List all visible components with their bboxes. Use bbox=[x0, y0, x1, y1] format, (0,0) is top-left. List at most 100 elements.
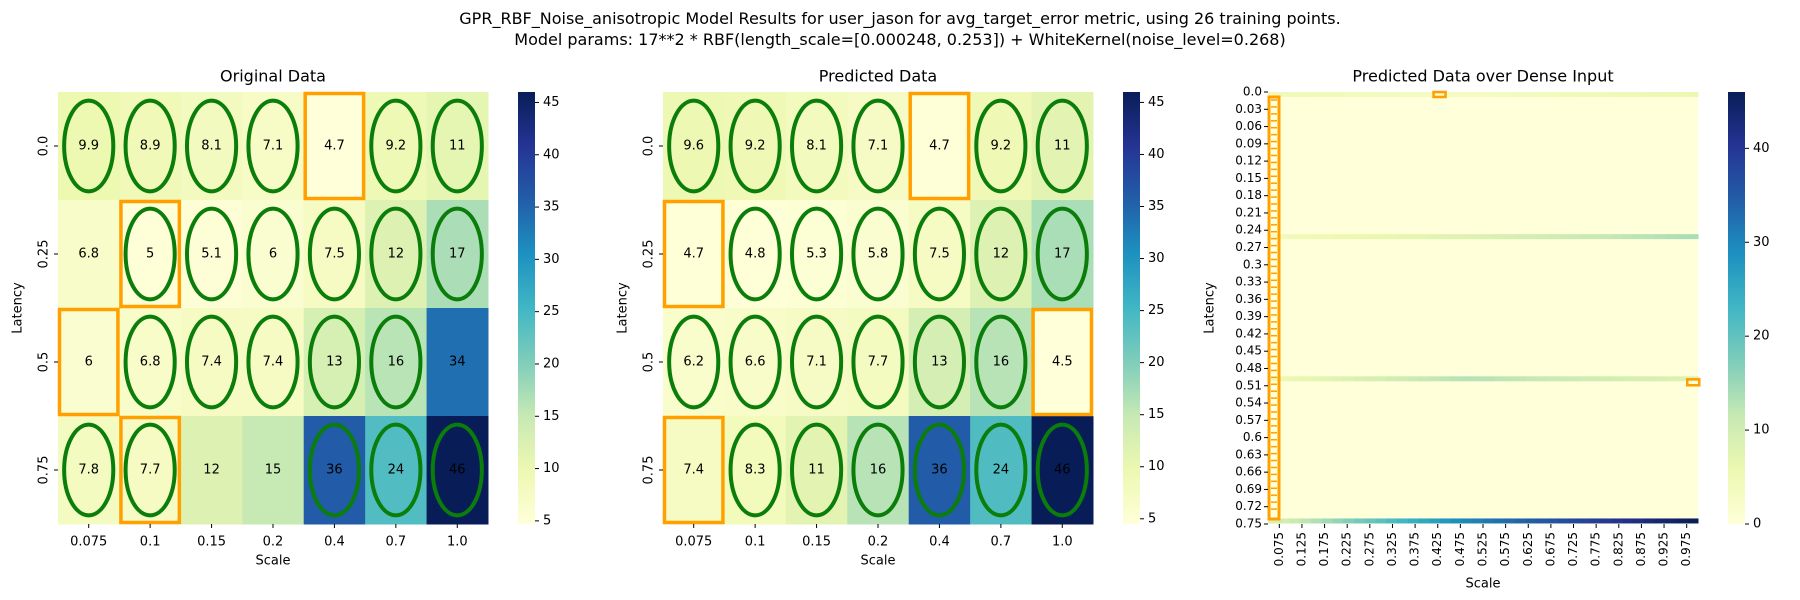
dense-band-cell bbox=[1354, 376, 1366, 382]
heatmap-cell bbox=[908, 200, 971, 309]
green-ellipse-marker bbox=[246, 98, 300, 194]
heatmap-cell bbox=[724, 92, 787, 201]
cell-value-label: 6.2 bbox=[683, 355, 704, 370]
cell-value-label: 16 bbox=[870, 463, 887, 478]
green-ellipse-marker bbox=[123, 206, 177, 302]
orange-highlight-box bbox=[1686, 378, 1701, 387]
dense-band-cell bbox=[1590, 376, 1602, 382]
cell-value-label: 7.7 bbox=[140, 463, 161, 478]
y-tick-label: 0.57 bbox=[1235, 413, 1262, 427]
colorbar-tick-label: 25 bbox=[1148, 303, 1165, 318]
x-tick-label: 0.4 bbox=[929, 535, 950, 550]
x-tick-label: 0.875 bbox=[1634, 532, 1648, 566]
x-tick-label: 0.075 bbox=[675, 535, 712, 550]
dense-band-cell bbox=[1633, 376, 1645, 382]
y-axis-label: Latency bbox=[1203, 282, 1218, 334]
cell-value-label: 5 bbox=[146, 247, 154, 262]
x-tick-label: 0.525 bbox=[1476, 532, 1490, 566]
dense-band-cell bbox=[1504, 234, 1516, 240]
green-ellipse-marker bbox=[851, 98, 905, 194]
heatmap-cell bbox=[426, 200, 489, 309]
x-tick-label: 0.475 bbox=[1453, 532, 1467, 566]
cell-value-label: 34 bbox=[449, 355, 466, 370]
colorbar-tick-label: 40 bbox=[543, 147, 560, 162]
dense-band-cell bbox=[1644, 376, 1656, 382]
cell-value-label: 7.1 bbox=[263, 139, 284, 154]
dense-band-cell bbox=[1429, 234, 1441, 240]
dense-band-cell bbox=[1332, 518, 1344, 524]
heatmap-cell bbox=[426, 416, 489, 525]
x-tick-label: 0.575 bbox=[1498, 532, 1512, 566]
heatmap-cell bbox=[847, 92, 910, 201]
colorbar-tick-label: 40 bbox=[1148, 147, 1165, 162]
cell-value-label: 4.5 bbox=[1052, 355, 1073, 370]
orange-highlight-strip bbox=[1267, 95, 1281, 521]
dense-band-cell bbox=[1687, 234, 1699, 240]
dense-band-cell bbox=[1343, 234, 1355, 240]
heatmap-cell bbox=[58, 308, 120, 417]
cell-value-label: 36 bbox=[931, 463, 948, 478]
x-tick-label: 0.775 bbox=[1589, 532, 1603, 566]
dense-band-cell bbox=[1665, 234, 1677, 240]
dense-band-cell bbox=[1633, 92, 1645, 97]
dense-band-cell bbox=[1536, 234, 1548, 240]
dense-band-cell bbox=[1633, 234, 1645, 240]
green-ellipse-marker bbox=[123, 422, 177, 518]
dense-band-cell bbox=[1569, 92, 1581, 97]
dense-band-cell bbox=[1558, 234, 1570, 240]
orange-highlight-box bbox=[908, 91, 971, 201]
cell-value-label: 4.8 bbox=[745, 247, 766, 262]
dense-band-cell bbox=[1601, 234, 1613, 240]
y-tick-label: 0.15 bbox=[1235, 171, 1262, 185]
green-ellipse-marker bbox=[912, 206, 967, 302]
heatmap-cell bbox=[724, 308, 787, 417]
y-tick-label: 0.42 bbox=[1235, 326, 1262, 340]
x-tick-label: 0.7 bbox=[386, 535, 407, 550]
green-ellipse-marker bbox=[369, 98, 423, 194]
green-ellipse-marker bbox=[1035, 206, 1089, 302]
x-tick-label: 0.675 bbox=[1543, 532, 1557, 566]
dense-band-cell bbox=[1440, 518, 1452, 524]
dense-band-cell bbox=[1601, 518, 1613, 524]
dense-band-cell bbox=[1321, 376, 1333, 382]
cell-value-label: 15 bbox=[265, 463, 282, 478]
dense-band-cell bbox=[1687, 92, 1699, 97]
cell-value-label: 24 bbox=[993, 463, 1010, 478]
y-tick-label: 0.21 bbox=[1235, 205, 1262, 219]
cell-value-label: 8.1 bbox=[806, 139, 827, 154]
dense-band-cell bbox=[1676, 518, 1688, 524]
dense-band-cell bbox=[1354, 518, 1366, 524]
dense-band-cell bbox=[1612, 518, 1624, 524]
dense-band-cell bbox=[1300, 234, 1312, 240]
green-ellipse-marker bbox=[430, 206, 484, 302]
dense-band-cell bbox=[1311, 518, 1323, 524]
dense-band-cell bbox=[1364, 376, 1376, 382]
heatmap-cell bbox=[119, 92, 182, 201]
cell-value-label: 7.1 bbox=[806, 355, 827, 370]
cell-value-label: 4.7 bbox=[324, 139, 345, 154]
panel-title: Predicted Data bbox=[819, 67, 937, 86]
y-tick-label: 0.48 bbox=[1235, 361, 1262, 375]
heatmap-cell bbox=[663, 92, 725, 201]
cell-value-label: 11 bbox=[1054, 139, 1071, 154]
x-tick-label: 0.275 bbox=[1362, 532, 1376, 566]
y-axis-label: Latency bbox=[616, 282, 631, 334]
dense-band-cell bbox=[1504, 518, 1516, 524]
y-tick-label: 0.6 bbox=[1243, 430, 1262, 444]
dense-band-cell bbox=[1579, 376, 1591, 382]
x-axis-label: Scale bbox=[1466, 577, 1501, 592]
dense-band-cell bbox=[1644, 92, 1656, 97]
green-ellipse-marker bbox=[851, 206, 905, 302]
heatmap-cell bbox=[785, 92, 848, 201]
x-tick-label: 0.2 bbox=[868, 535, 889, 550]
y-tick-label: 0.03 bbox=[1235, 102, 1262, 116]
dense-band-cell bbox=[1375, 518, 1387, 524]
dense-band-cell bbox=[1407, 234, 1419, 240]
dense-band-cell bbox=[1278, 518, 1290, 524]
dense-band-cell bbox=[1386, 376, 1398, 382]
cell-value-label: 6 bbox=[269, 247, 277, 262]
dense-band-cell bbox=[1321, 92, 1333, 97]
green-ellipse-marker bbox=[728, 314, 782, 410]
green-ellipse-marker bbox=[974, 314, 1028, 410]
green-ellipse-marker bbox=[62, 422, 116, 518]
